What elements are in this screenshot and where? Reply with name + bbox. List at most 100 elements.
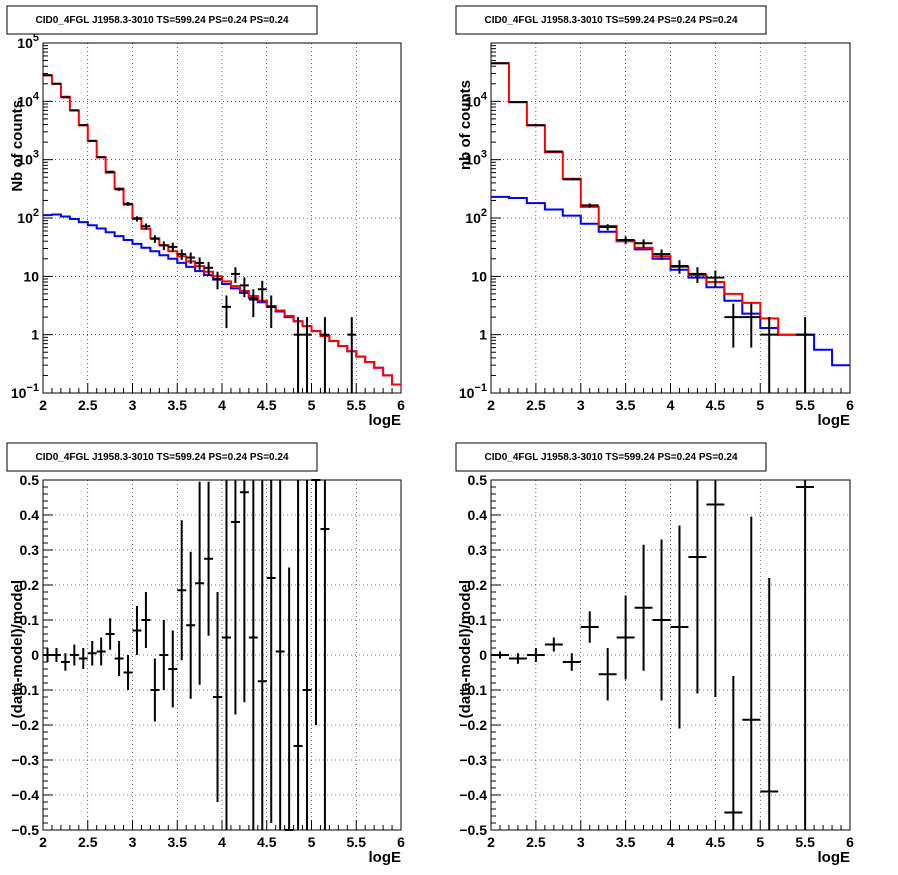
data-point	[87, 641, 97, 666]
data-point	[222, 480, 231, 830]
data-point	[526, 124, 545, 127]
y-tick-label: −0.4	[11, 787, 39, 803]
data-point	[132, 216, 142, 222]
data-point	[105, 618, 115, 650]
data-point	[796, 317, 815, 393]
y-tick-label: 0.3	[20, 542, 40, 558]
y-tick-label-exponent: 4	[481, 90, 488, 102]
data-point	[186, 252, 196, 264]
data-point	[508, 101, 527, 104]
data-point	[544, 637, 563, 652]
x-axis-label: logE	[818, 412, 851, 429]
chart-title: CID0_4FGL J1958.3-3010 TS=599.24 PS=0.24…	[484, 452, 737, 463]
y-tick-label: 103	[465, 149, 487, 168]
x-tick-label: 5	[308, 834, 316, 850]
y-tick-label-base: 10	[465, 210, 481, 226]
y-tick-label: −0.1	[11, 682, 39, 698]
data-point	[150, 235, 160, 243]
y-tick-label-base: 10	[459, 385, 475, 401]
y-tick-label-exponent: 2	[481, 207, 487, 219]
data-point	[742, 303, 761, 348]
data-point	[724, 676, 743, 830]
y-tick-label: 10−1	[459, 382, 487, 401]
data-point	[43, 648, 52, 662]
x-tick-label: 3.5	[168, 834, 188, 850]
y-tick-label: −0.2	[11, 717, 39, 733]
y-tick-label-exponent: 4	[33, 90, 40, 102]
data-point	[69, 644, 79, 666]
x-tick-label: 3	[577, 397, 585, 413]
y-tick-label: 10	[471, 268, 487, 284]
data-point	[114, 187, 124, 191]
data-point	[670, 525, 689, 729]
data-point	[634, 239, 653, 248]
data-point	[562, 178, 581, 181]
y-tick-label-exponent: 3	[481, 149, 487, 161]
y-axis-label: nb of counts	[457, 80, 474, 170]
x-tick-label: 2.5	[78, 397, 98, 413]
y-tick-label-base: 10	[11, 385, 27, 401]
data-point	[168, 630, 178, 708]
x-tick-label: 3.5	[616, 834, 636, 850]
x-tick-label: 5	[308, 397, 316, 413]
x-tick-label: 5	[756, 397, 764, 413]
data-point	[204, 481, 214, 636]
data-point	[706, 480, 725, 697]
y-tick-label: 0.2	[468, 577, 488, 593]
y-tick-label: 1	[31, 327, 39, 343]
y-tick-label: 0.5	[468, 472, 488, 488]
data-point	[230, 267, 240, 283]
data-point	[105, 170, 115, 173]
x-tick-label: 4.5	[706, 834, 726, 850]
y-tick-label: −0.4	[459, 787, 487, 803]
x-tick-label: 2	[39, 397, 47, 413]
data-point	[222, 295, 231, 329]
x-tick-label: 5	[756, 834, 764, 850]
y-tick-label: −0.5	[11, 822, 39, 838]
y-axis-label: Nb of counts	[9, 100, 26, 192]
data-point	[796, 480, 815, 830]
series-2-step-line	[491, 62, 815, 336]
data-point	[168, 242, 178, 252]
data-point	[78, 648, 88, 669]
y-tick-label: 1	[479, 327, 487, 343]
x-tick-label: 6	[846, 397, 854, 413]
y-tick-label: 105	[17, 32, 39, 51]
x-axis-label: logE	[369, 412, 402, 429]
data-point	[239, 480, 249, 703]
x-tick-label: 4	[218, 834, 226, 850]
data-point	[195, 257, 205, 270]
x-axis-label: logE	[818, 849, 851, 866]
data-point	[616, 595, 635, 680]
data-point	[508, 653, 527, 664]
y-tick-label: 0.5	[20, 472, 40, 488]
y-tick-label: −0.2	[459, 717, 487, 733]
data-point	[670, 260, 689, 274]
series-2-step-line	[43, 74, 401, 386]
data-point	[580, 611, 599, 643]
x-tick-label: 3	[129, 397, 137, 413]
data-point	[760, 317, 779, 393]
data-point	[87, 139, 97, 142]
data-point	[96, 156, 106, 159]
chart-panel-3: CID0_4FGL J1958.3-3010 TS=599.24 PS=0.24…	[6, 442, 405, 866]
data-point	[293, 317, 303, 393]
y-tick-label: −0.3	[11, 752, 39, 768]
data-point	[60, 653, 70, 671]
chart-title: CID0_4FGL J1958.3-3010 TS=599.24 PS=0.24…	[35, 15, 288, 26]
data-point	[248, 289, 258, 318]
data-point	[302, 317, 312, 393]
chart-title: CID0_4FGL J1958.3-3010 TS=599.24 PS=0.24…	[484, 15, 737, 26]
x-tick-label: 2	[487, 834, 495, 850]
y-tick-label: 0.1	[20, 612, 40, 628]
data-point	[634, 544, 653, 671]
y-tick-label: 102	[17, 207, 39, 226]
data-point	[526, 648, 545, 662]
x-tick-label: 6	[397, 397, 405, 413]
data-point	[132, 606, 142, 655]
data-point	[177, 520, 187, 661]
data-point	[652, 249, 671, 260]
x-tick-label: 4.5	[706, 397, 726, 413]
data-point	[598, 648, 617, 701]
